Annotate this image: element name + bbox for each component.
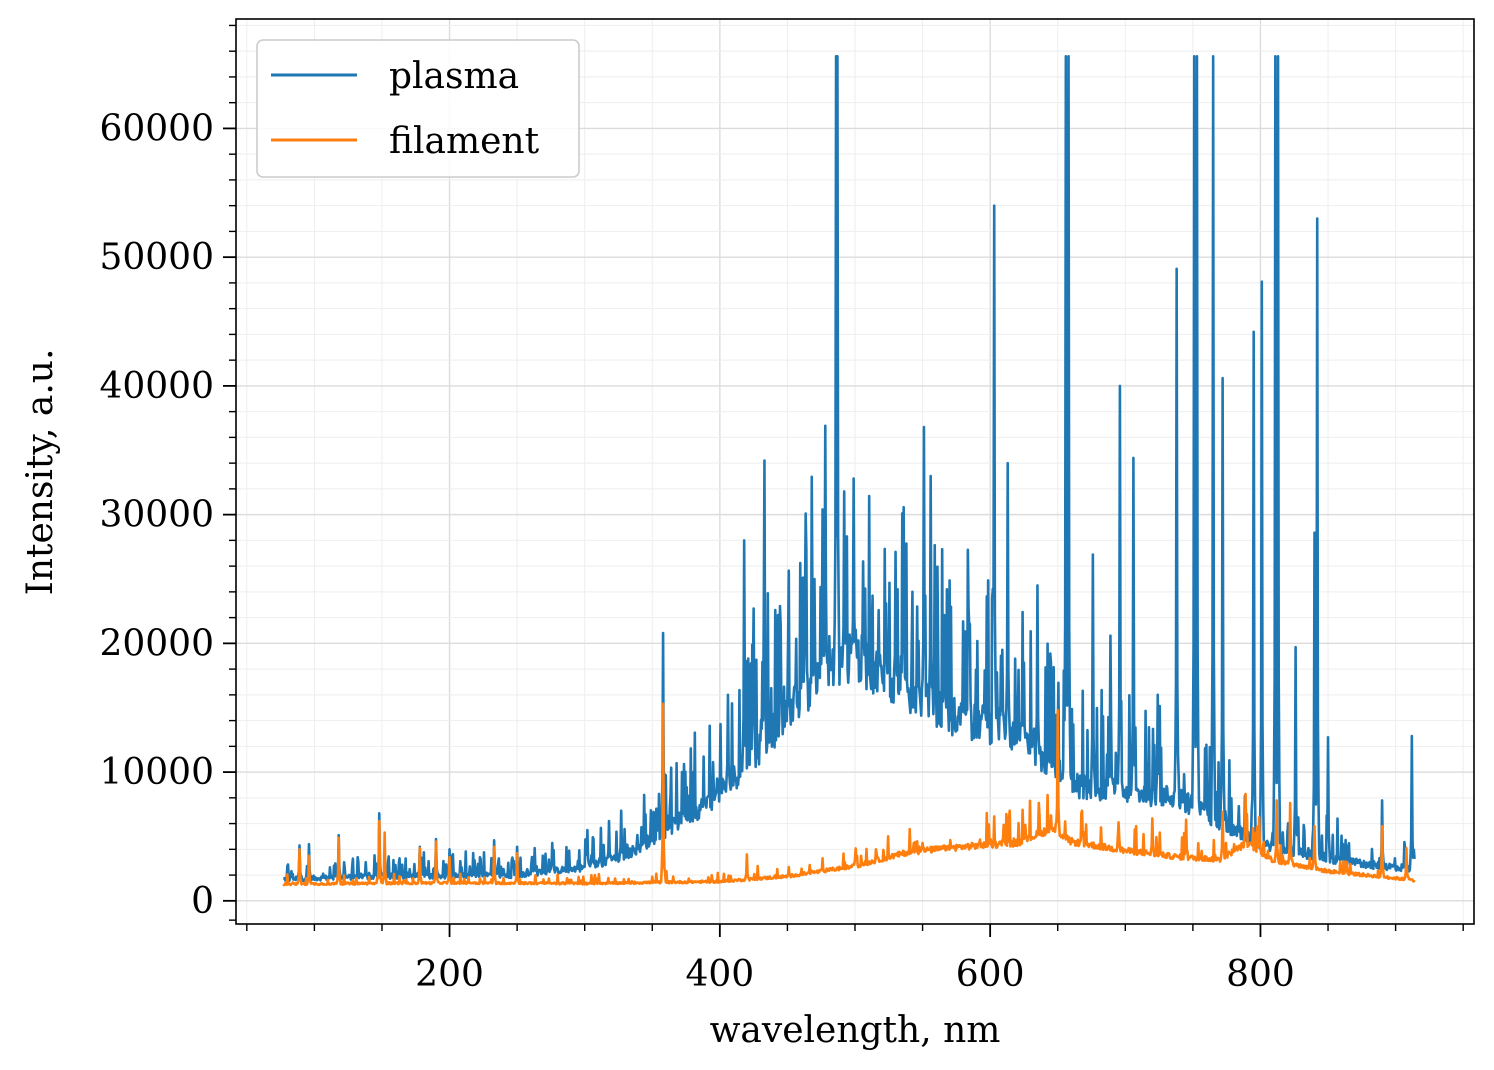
x-tick-label: 200	[415, 954, 484, 995]
y-axis-label: Intensity, a.u.	[20, 349, 61, 596]
legend-label-plasma: plasma	[389, 56, 519, 97]
legend: plasma filament	[256, 39, 580, 178]
series-group	[282, 55, 1416, 887]
grid	[236, 19, 1474, 924]
series-line-filament	[282, 702, 1416, 887]
y-tick-label: 40000	[99, 366, 214, 407]
legend-label-filament: filament	[389, 121, 540, 162]
x-tick-label: 600	[956, 954, 1025, 995]
x-tick-label: 800	[1226, 954, 1295, 995]
y-tick-label: 30000	[99, 495, 214, 536]
y-tick-label: 50000	[99, 237, 214, 278]
x-tick-label: 400	[685, 954, 754, 995]
y-tick-label: 10000	[99, 752, 214, 793]
ticks: 200 400 600 800 0 10000 20000 30000 40000 50000 60…	[99, 24, 1464, 995]
y-tick-label: 20000	[99, 623, 214, 664]
x-axis-label: wavelength, nm	[710, 1010, 1001, 1051]
series-line-plasma	[282, 55, 1416, 883]
y-tick-label: 60000	[99, 108, 214, 149]
y-tick-label: 0	[191, 881, 214, 922]
